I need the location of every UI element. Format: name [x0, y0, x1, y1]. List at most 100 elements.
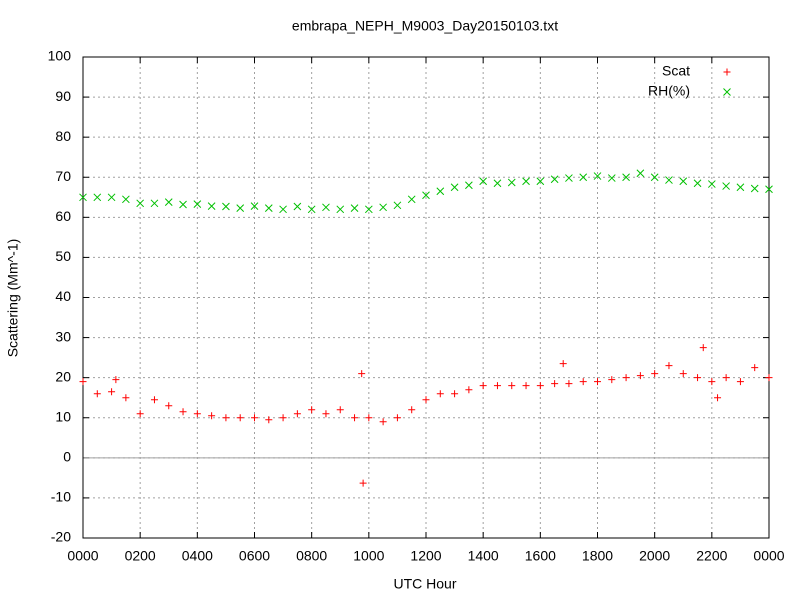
point [393, 414, 401, 422]
point [522, 382, 530, 390]
point [565, 174, 573, 182]
point [193, 410, 201, 418]
point [236, 414, 244, 422]
point [136, 199, 145, 208]
point [393, 201, 402, 210]
point [108, 388, 116, 396]
point [594, 378, 601, 386]
point [79, 193, 87, 202]
y-tick-label: 50 [55, 248, 71, 264]
point [665, 362, 673, 370]
y-tick-label: 30 [55, 328, 71, 344]
point [358, 370, 366, 378]
point [322, 203, 330, 212]
point [422, 191, 430, 200]
point [407, 195, 416, 204]
point [336, 205, 345, 214]
point [493, 382, 501, 390]
x-tick-label: 2000 [639, 548, 670, 564]
point [112, 376, 120, 384]
y-axis-label: Scattering (Mm^-1) [5, 239, 21, 358]
point [622, 173, 630, 182]
point [465, 386, 473, 394]
y-tick-label: 40 [55, 288, 71, 304]
point [765, 185, 773, 194]
point [722, 374, 730, 382]
point [522, 177, 530, 186]
point [699, 344, 707, 352]
point [493, 179, 502, 188]
point [636, 372, 644, 380]
point [622, 374, 630, 382]
point [150, 199, 159, 208]
point [193, 200, 202, 208]
point [351, 414, 359, 422]
point [708, 378, 716, 386]
point [479, 382, 487, 390]
point [436, 187, 445, 196]
point [450, 183, 459, 192]
chart-title: embrapa_NEPH_M9003_Day20150103.txt [292, 18, 558, 34]
point [293, 410, 301, 418]
y-tick-label: 10 [55, 408, 71, 424]
point [750, 184, 759, 193]
y-tick-label: -20 [51, 529, 71, 545]
y-tick-label: 60 [55, 208, 71, 224]
point [293, 202, 302, 211]
point [222, 414, 230, 422]
point [536, 177, 545, 186]
x-tick-label: 1200 [410, 548, 441, 564]
point [379, 203, 387, 212]
y-tick-label: 100 [48, 48, 72, 64]
point [364, 205, 373, 214]
legend-marker [723, 88, 731, 96]
point [451, 390, 459, 398]
legend-label: Scat [662, 63, 690, 79]
point [179, 408, 187, 416]
x-tick-label: 1000 [353, 548, 384, 564]
point [179, 200, 187, 209]
point [607, 174, 616, 182]
point [408, 406, 416, 414]
point [107, 193, 116, 202]
point [579, 173, 588, 182]
point [751, 364, 759, 372]
point [679, 370, 687, 378]
point [322, 410, 330, 418]
point [507, 178, 516, 187]
point [122, 394, 130, 402]
point [651, 370, 659, 378]
point [250, 202, 259, 210]
plot-frame [82, 56, 770, 539]
point [265, 416, 273, 424]
point [308, 406, 316, 414]
point [150, 396, 158, 404]
point [665, 176, 673, 184]
point [550, 175, 559, 184]
point [707, 180, 716, 188]
y-tick-label: 0 [63, 449, 71, 465]
x-tick-label: 0200 [125, 548, 156, 564]
point [565, 380, 573, 388]
point [765, 374, 773, 382]
point [551, 380, 559, 388]
point [636, 169, 645, 178]
y-tick-label: -10 [51, 489, 71, 505]
point [693, 179, 702, 188]
y-tick-label: 20 [55, 368, 71, 384]
point [365, 414, 373, 422]
legend-marker [723, 68, 731, 76]
y-tick-label: 70 [55, 168, 71, 184]
point [222, 202, 230, 211]
point [279, 414, 287, 422]
point [559, 360, 567, 368]
point [164, 198, 173, 206]
point [736, 378, 744, 386]
point [264, 204, 273, 212]
point [350, 204, 359, 212]
point [608, 376, 616, 384]
point [679, 177, 688, 186]
x-tick-label: 0600 [239, 548, 270, 564]
